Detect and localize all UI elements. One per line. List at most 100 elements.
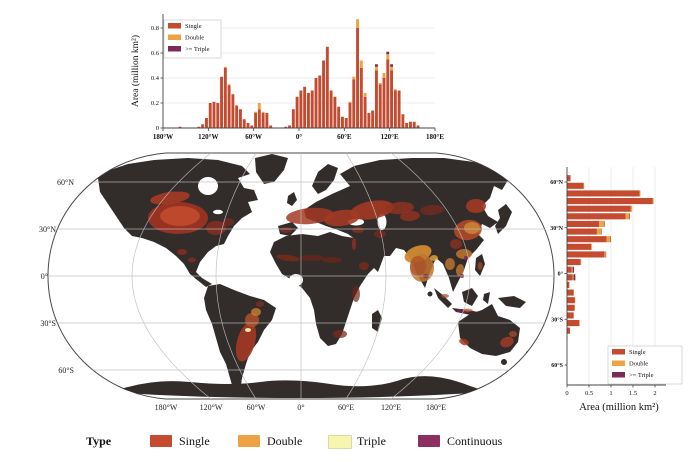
cropland-ukraine-russia (350, 200, 394, 220)
sumatra (434, 288, 452, 308)
bar-segment (393, 90, 397, 128)
map-lat-label: 30°N (39, 225, 56, 234)
x-tick-label: 1.5 (629, 390, 637, 397)
bar-segment (386, 51, 390, 55)
cropland-patches (148, 191, 517, 362)
bar-segment (246, 123, 250, 128)
bar-segment (390, 64, 394, 67)
legend-label-0: Single (629, 349, 646, 356)
bar-segment (567, 205, 631, 212)
meridian-120w (131, 153, 212, 399)
bar-segment (378, 84, 382, 128)
bar-segment (567, 289, 574, 296)
bar-segment (374, 70, 378, 128)
cropland-sahel-mid (300, 255, 324, 261)
bar-segment (212, 101, 216, 128)
legend-swatch-2 (168, 46, 181, 52)
bar-segment (265, 113, 269, 128)
legend-label-2: >= Triple (185, 46, 210, 53)
x-tick-label: 0° (296, 133, 303, 141)
bar-segment (227, 85, 231, 128)
cropland-us-midwest (160, 206, 200, 226)
bar-segment (567, 190, 640, 197)
bar-segment (374, 66, 378, 71)
map-lon-label: 60°E (338, 403, 354, 412)
map-lon-label: 180°E (426, 403, 446, 412)
bar-segment (378, 83, 382, 85)
meridian-60e (345, 153, 387, 399)
single-label: Single (179, 434, 210, 448)
cropland-south-brazil (245, 313, 259, 327)
map-lon-label: 120°W (200, 403, 223, 412)
legend-label-1: Double (629, 361, 648, 368)
bar-segment (223, 68, 227, 128)
bar-segment (250, 125, 254, 128)
bar-segment (363, 96, 367, 128)
cropland-iran (374, 230, 386, 238)
bar-segment (386, 59, 390, 128)
bar-segment (374, 64, 378, 67)
legend-label-1: Double (185, 35, 204, 42)
bar-segment (567, 175, 571, 182)
bar-segment (639, 190, 641, 197)
bar-segment (220, 76, 224, 128)
y-tick-label: 30°S (551, 316, 563, 323)
bar-segment (295, 96, 299, 128)
meridian-120e (390, 153, 471, 399)
bar-segment (329, 90, 333, 128)
bar-segment (573, 274, 576, 281)
hudson-bay (198, 177, 218, 195)
x-tick-label: 0 (565, 390, 568, 397)
meridian-60w (215, 153, 257, 399)
bar-segment (306, 93, 310, 128)
legend-label-0: Single (185, 23, 202, 30)
bar-segment (371, 110, 375, 128)
triple-swatch (328, 435, 352, 449)
single-swatch (150, 435, 172, 447)
map-lat-label: 60°S (58, 366, 74, 375)
cropland-pampas (235, 322, 257, 362)
legend-swatch-0 (168, 23, 181, 29)
bar-segment (405, 123, 409, 128)
greenland (255, 154, 288, 184)
cropland-west-europe (286, 207, 334, 225)
cropland-brazil-double (251, 308, 261, 316)
bar-segment (257, 103, 261, 110)
legend-swatch-0 (612, 349, 625, 355)
y-tick-label: 0.6 (151, 50, 160, 57)
cropland-volga (386, 201, 414, 215)
bar-segment (291, 109, 295, 128)
bar-segment (630, 205, 633, 212)
x-tick-label: 180°E (426, 133, 444, 141)
antarctica (112, 376, 488, 398)
sri-lanka (427, 291, 433, 297)
bar-segment (201, 124, 205, 128)
bar-segment (567, 198, 653, 205)
bar-segment (227, 84, 231, 86)
y-tick-label: 60°N (550, 179, 563, 186)
bar-segment (299, 90, 303, 128)
bar-segment (567, 243, 592, 250)
bar-segment (401, 114, 405, 128)
map-lat-label: 30°S (40, 319, 56, 328)
y-tick-label: 30°N (550, 225, 563, 232)
bar-segment (567, 297, 575, 304)
cropland-myanmar-thailand (445, 258, 455, 270)
cropland-siberia (420, 204, 444, 216)
x-axis-title: Area (million km²) (579, 402, 659, 413)
cropland-east-africa (352, 286, 360, 302)
map-lon-label: 180°W (155, 403, 178, 412)
cropland-turkey (352, 227, 364, 233)
bar-segment (257, 109, 261, 128)
bar-segment (567, 213, 626, 220)
map-lat-label: 60°N (57, 178, 74, 187)
sulawesi (483, 292, 490, 304)
bar-segment (382, 73, 386, 78)
x-tick-label: 2 (653, 390, 656, 397)
cropland-mexico (177, 249, 187, 255)
bar-segment (337, 106, 341, 128)
bar-segment (325, 46, 329, 128)
bar-segment (352, 76, 356, 80)
bar-segment (416, 125, 420, 128)
cropland-australia-east (509, 331, 517, 337)
